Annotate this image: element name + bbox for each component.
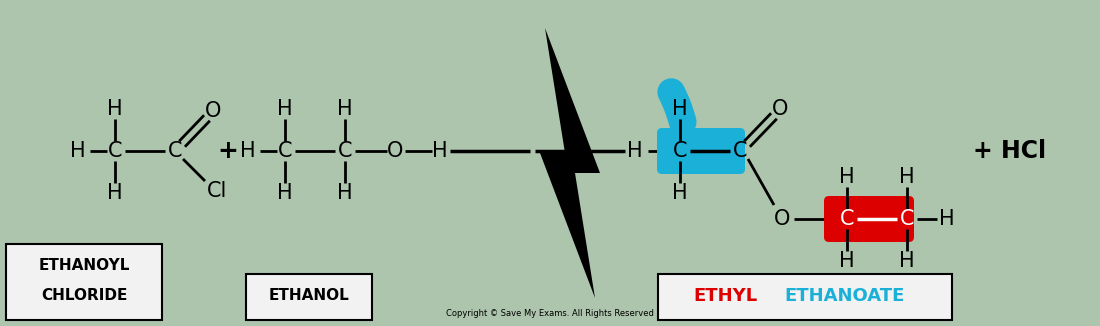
- Text: H: H: [839, 167, 855, 187]
- Text: O: O: [205, 101, 221, 121]
- Text: H: H: [277, 183, 293, 203]
- Text: ETHANOATE: ETHANOATE: [784, 287, 905, 305]
- Polygon shape: [680, 116, 700, 147]
- Text: ETHANOL: ETHANOL: [268, 289, 350, 304]
- FancyBboxPatch shape: [246, 274, 372, 320]
- Text: H: H: [839, 251, 855, 271]
- Text: C: C: [277, 141, 293, 161]
- Text: O: O: [387, 141, 404, 161]
- Text: H: H: [627, 141, 642, 161]
- Text: +: +: [218, 139, 239, 163]
- Text: H: H: [107, 99, 123, 119]
- Text: H: H: [899, 251, 915, 271]
- Text: H: H: [277, 99, 293, 119]
- Text: C: C: [338, 141, 352, 161]
- Text: H: H: [939, 209, 955, 229]
- Text: C: C: [839, 209, 855, 229]
- Text: ETHYL: ETHYL: [693, 287, 757, 305]
- Text: H: H: [432, 141, 448, 161]
- Text: Cl: Cl: [207, 181, 228, 201]
- Text: H: H: [899, 167, 915, 187]
- Text: C: C: [167, 141, 183, 161]
- Text: H: H: [338, 99, 353, 119]
- Text: H: H: [672, 99, 688, 119]
- Text: + HCl: + HCl: [974, 139, 1046, 163]
- Text: O: O: [773, 209, 790, 229]
- Text: C: C: [673, 141, 688, 161]
- Text: C: C: [900, 209, 914, 229]
- Text: H: H: [107, 183, 123, 203]
- FancyBboxPatch shape: [658, 274, 952, 320]
- Text: CHLORIDE: CHLORIDE: [41, 289, 128, 304]
- Polygon shape: [540, 28, 600, 298]
- Text: H: H: [338, 183, 353, 203]
- FancyBboxPatch shape: [657, 128, 745, 174]
- Text: ETHANOYL: ETHANOYL: [39, 259, 130, 274]
- Text: H: H: [672, 183, 688, 203]
- FancyBboxPatch shape: [6, 244, 162, 320]
- Text: H: H: [70, 141, 86, 161]
- Text: Copyright © Save My Exams. All Rights Reserved: Copyright © Save My Exams. All Rights Re…: [447, 309, 653, 319]
- Text: O: O: [772, 99, 789, 119]
- Text: C: C: [108, 141, 122, 161]
- FancyBboxPatch shape: [824, 196, 914, 242]
- Text: H: H: [240, 141, 256, 161]
- Text: C: C: [733, 141, 747, 161]
